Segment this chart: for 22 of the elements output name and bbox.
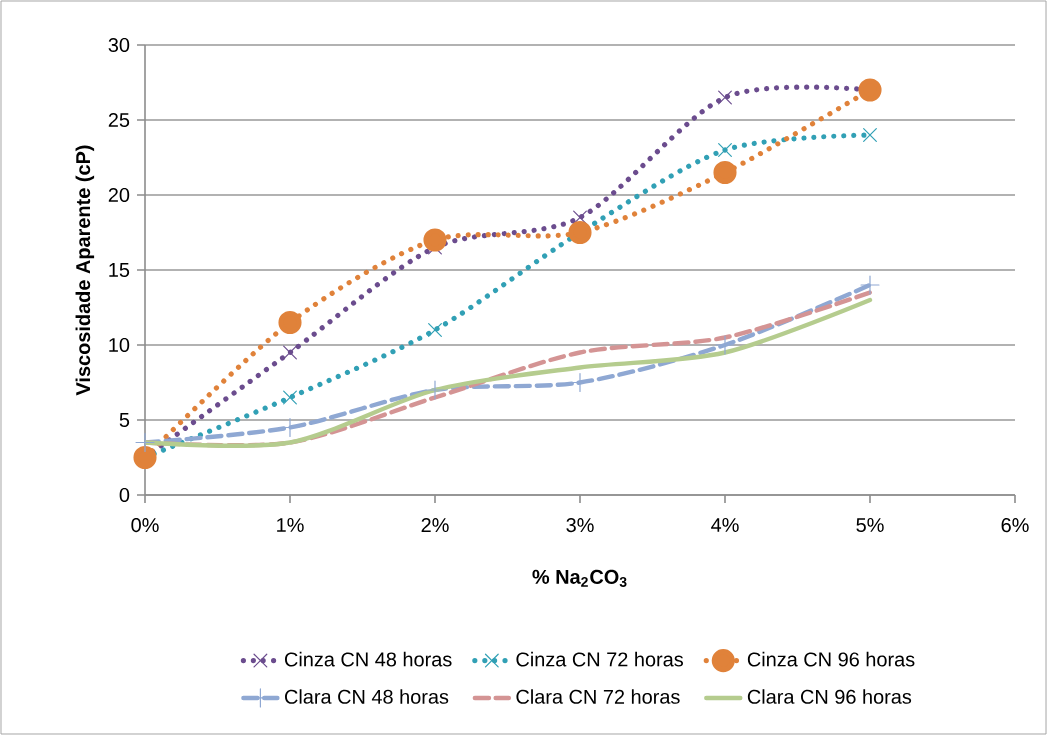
- x-tick-label: 2%: [421, 518, 449, 533]
- x-tick-label: 6%: [1001, 518, 1029, 533]
- x-axis-title: % Na$_{2}$CO$_{3}$: [532, 569, 627, 587]
- y-axis-title: Viscosidade Aparente (cP): [75, 145, 95, 396]
- x-tick-label: 5%: [856, 518, 884, 533]
- x-tick-label: 4%: [711, 518, 739, 532]
- y-tick-label: 15: [109, 263, 130, 277]
- legend-label: Clara CN 48 horas: [284, 689, 449, 704]
- legend-label: Clara CN 96 horas: [747, 689, 912, 704]
- y-tick-label: 10: [109, 337, 130, 353]
- y-tick-label: 30: [108, 37, 130, 53]
- legend-label: Cinza CN 96 horas: [747, 651, 915, 667]
- legend-label: Clara CN 72 horas: [516, 689, 680, 704]
- legend-label: Cinza CN 72 horas: [516, 651, 683, 667]
- x-tick-label: 1%: [277, 518, 304, 532]
- y-tick-label: 0: [119, 487, 130, 503]
- y-tick-label: 20: [108, 187, 130, 203]
- x-tick-label: 0%: [131, 518, 159, 533]
- x-tick-label: 3%: [566, 518, 594, 533]
- legend-label: Cinza CN 48 horas: [284, 651, 452, 667]
- y-tick-label: 25: [108, 112, 130, 128]
- y-tick-label: 5: [119, 413, 130, 427]
